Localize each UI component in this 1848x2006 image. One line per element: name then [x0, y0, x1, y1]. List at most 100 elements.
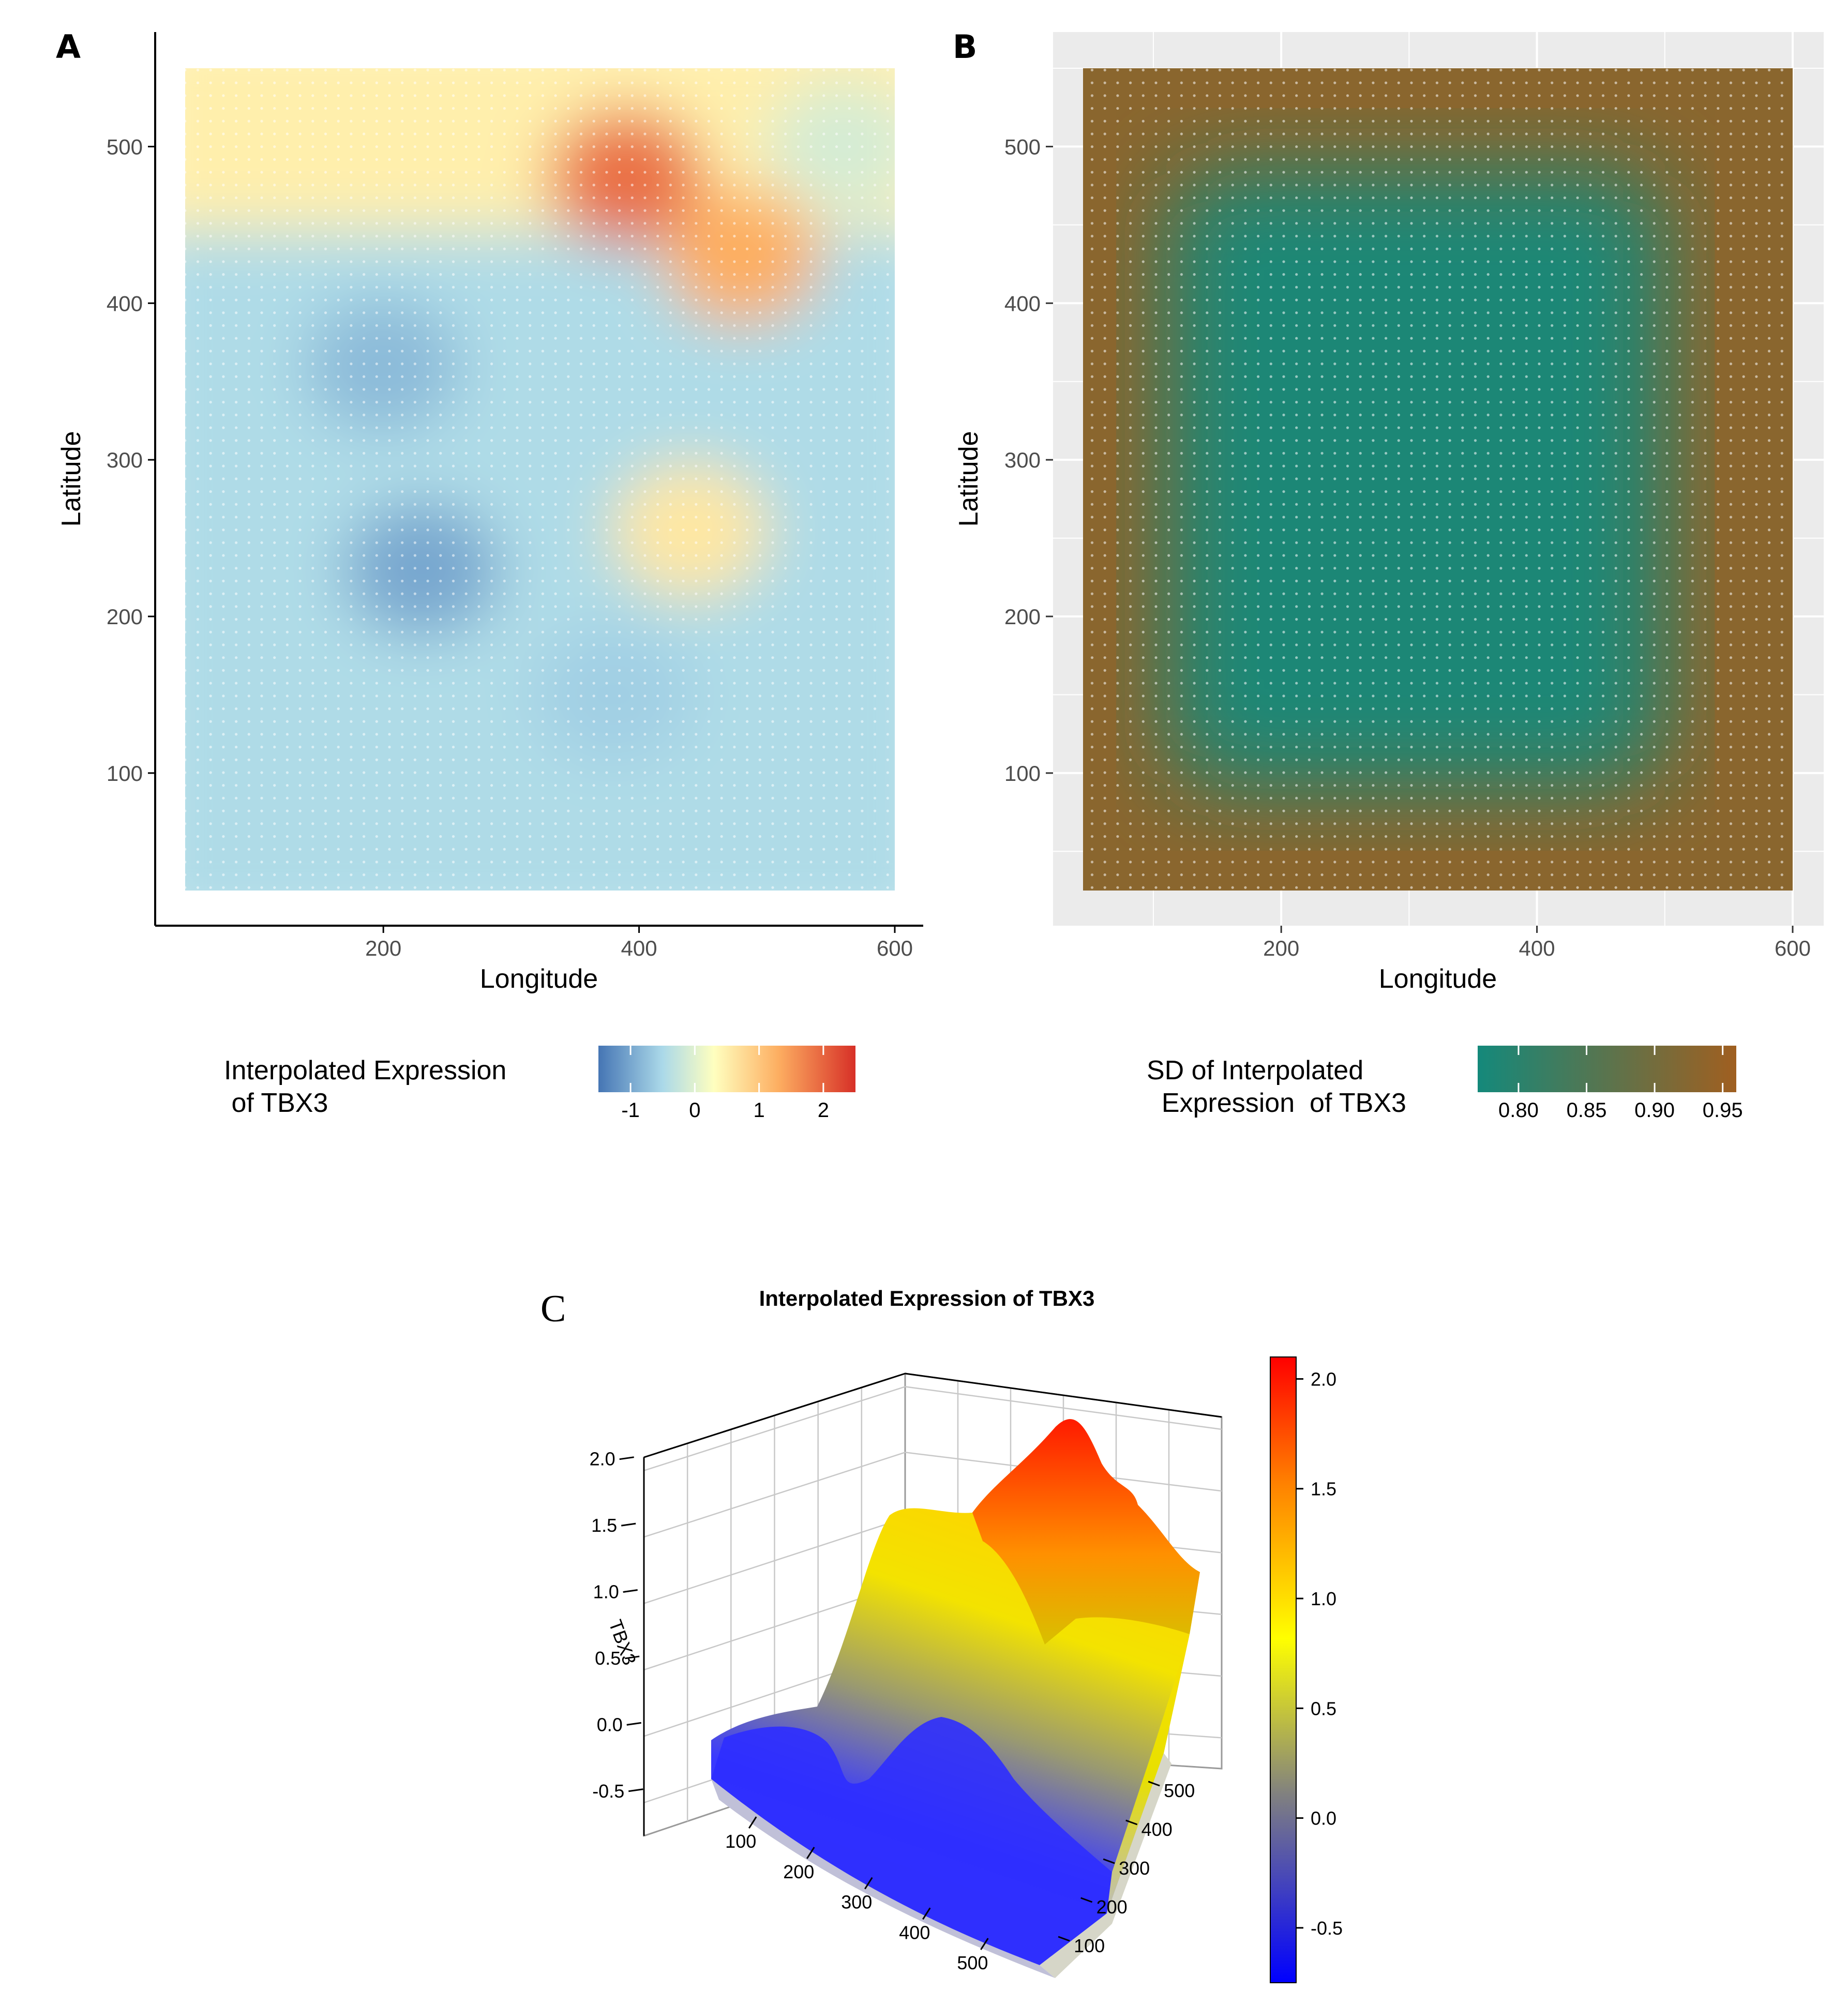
panel-b-y-axis-title: Latitude	[954, 431, 984, 526]
z-tick-mark	[619, 1456, 634, 1460]
box-grid-line	[643, 1452, 906, 1538]
z-tick-label: 0.0	[597, 1714, 623, 1735]
y-tick-label: 400	[1004, 291, 1041, 315]
y-tick-label: 100	[1004, 761, 1041, 786]
panel-c: C Interpolated Expression of TBX3 -0.5 0.…	[540, 1286, 1343, 1983]
y-tick-label: 400	[1141, 1819, 1173, 1840]
box-grid-line	[643, 1386, 906, 1471]
panel-a-letter: A	[56, 28, 81, 66]
x-tick-label: 600	[877, 936, 913, 960]
y-tick-label: 300	[1004, 448, 1041, 472]
colorbar-tick-label: 1.0	[1311, 1588, 1336, 1609]
y-tick-label: 500	[1004, 134, 1041, 159]
colorbar-tick-label: -0.5	[1311, 1918, 1343, 1939]
colorbar-tick-label: 2.0	[1311, 1368, 1336, 1390]
surface-front-wall	[711, 1779, 1055, 1978]
panel-b-x-axis-title: Longitude	[1379, 964, 1497, 994]
legend-tick-label: 0.95	[1703, 1099, 1743, 1122]
legend-b-title-line2: Expression of TBX3	[1147, 1088, 1406, 1118]
y-tick-label: 200	[1096, 1896, 1128, 1918]
panel-c-surface	[711, 1419, 1200, 1978]
x-tick-label: 200	[783, 1861, 814, 1882]
z-tick-label: -0.5	[592, 1781, 624, 1802]
panel-c-letter: C	[540, 1288, 566, 1330]
x-tick-label: 400	[899, 1922, 930, 1943]
legend-tick-label: 0.85	[1567, 1099, 1607, 1122]
y-tick-mark	[1148, 1781, 1160, 1787]
surface-peak	[972, 1419, 1200, 1645]
y-tick-mark	[1125, 1819, 1138, 1826]
z-tick-label: 0.5	[595, 1648, 621, 1669]
legend-tick-label: 2	[818, 1099, 829, 1122]
panel-b-ticks: 200 400 600 100 200 300 400 500	[1004, 134, 1811, 960]
z-tick-mark	[628, 1788, 643, 1792]
panel-b-point-grid	[1083, 68, 1793, 891]
x-tick-mark	[922, 1907, 931, 1920]
x-tick-label: 500	[957, 1952, 988, 1973]
z-tick-mark	[621, 1522, 636, 1527]
legend-b-colorbar	[1478, 1046, 1736, 1092]
x-tick-label: 400	[1519, 936, 1555, 960]
panel-b-letter: B	[953, 28, 977, 66]
panel-b: B 200 400 600 100 200 300 400 500 Longitude Lat…	[953, 28, 1824, 994]
legend-tick-label: 1	[754, 1099, 765, 1122]
z-tick-mark	[625, 1655, 640, 1660]
y-tick-label: 400	[107, 291, 143, 315]
y-tick-mark	[1103, 1858, 1115, 1864]
z-tick-mark	[626, 1722, 641, 1726]
legend-b-title-line1: SD of Interpolated	[1147, 1055, 1363, 1085]
panel-c-axes: -0.5 0.0 0.5 1.0 1.5 2.0 100 200 300 400 500 100 200…	[590, 1449, 1195, 1973]
y-tick-label: 500	[107, 134, 143, 159]
surface-trough	[711, 1717, 1112, 1965]
panel-a: A 200 400 600 100 200 300 400 500 Longitude Lat…	[56, 28, 923, 994]
colorbar-tick-label: 0.0	[1311, 1808, 1336, 1829]
legend-b-ticks: 0.80 0.85 0.90 0.95	[1498, 1046, 1743, 1122]
x-tick-mark	[864, 1877, 873, 1890]
x-tick-label: 200	[365, 936, 401, 960]
y-tick-label: 300	[107, 448, 143, 472]
box-grid-line	[905, 1386, 1222, 1430]
x-tick-mark	[980, 1938, 989, 1950]
z-tick-label: 1.0	[593, 1581, 619, 1603]
x-tick-mark	[806, 1847, 815, 1859]
y-tick-mark	[1058, 1936, 1070, 1942]
y-tick-label: 100	[107, 761, 143, 786]
x-tick-mark	[748, 1816, 757, 1829]
z-tick-label: 1.5	[591, 1515, 617, 1536]
y-tick-mark	[1080, 1897, 1093, 1903]
y-tick-label: 300	[1119, 1858, 1150, 1879]
box-grid-line	[643, 1517, 906, 1604]
panel-c-colorbar	[1270, 1356, 1297, 1983]
panel-c-colorbar-ticks: -0.5 0.0 0.5 1.0 1.5 2.0	[1296, 1368, 1343, 1939]
legend-a-colorbar	[598, 1046, 855, 1092]
panel-a-legend: Interpolated Expression of TBX3 -1 0 1 2	[224, 1046, 855, 1122]
legend-tick-label: -1	[621, 1099, 640, 1122]
panel-c-title: Interpolated Expression of TBX3	[759, 1286, 1095, 1310]
panel-a-point-grid	[185, 68, 895, 891]
colorbar-tick-label: 1.5	[1311, 1479, 1336, 1500]
z-tick-mark	[623, 1589, 638, 1593]
legend-tick-label: 0.80	[1498, 1099, 1539, 1122]
legend-tick-label: 0	[689, 1099, 700, 1122]
z-tick-label: 2.0	[590, 1449, 615, 1470]
y-tick-label: 100	[1074, 1935, 1105, 1956]
colorbar-tick-label: 0.5	[1311, 1698, 1336, 1719]
legend-a-title-line1: Interpolated Expression	[224, 1055, 506, 1085]
panel-a-y-axis-title: Latitude	[56, 431, 86, 526]
y-tick-label: 500	[1164, 1780, 1195, 1801]
panel-b-legend: SD of Interpolated Expression of TBX3 0.…	[1147, 1046, 1743, 1122]
y-tick-label: 200	[1004, 605, 1041, 629]
legend-a-title-line2: of TBX3	[224, 1088, 328, 1118]
x-tick-label: 400	[621, 936, 657, 960]
legend-a-ticks: -1 0 1 2	[621, 1046, 829, 1122]
panel-a-ticks: 200 400 600 100 200 300 400 500	[107, 134, 913, 960]
surface-side-wall	[1040, 1753, 1171, 1978]
x-tick-label: 100	[725, 1831, 756, 1852]
x-tick-label: 300	[841, 1892, 872, 1913]
legend-tick-label: 0.90	[1634, 1099, 1675, 1122]
surface-right-wall	[1107, 1572, 1200, 1913]
x-tick-label: 600	[1775, 936, 1811, 960]
x-tick-label: 200	[1263, 936, 1299, 960]
y-tick-label: 200	[107, 605, 143, 629]
